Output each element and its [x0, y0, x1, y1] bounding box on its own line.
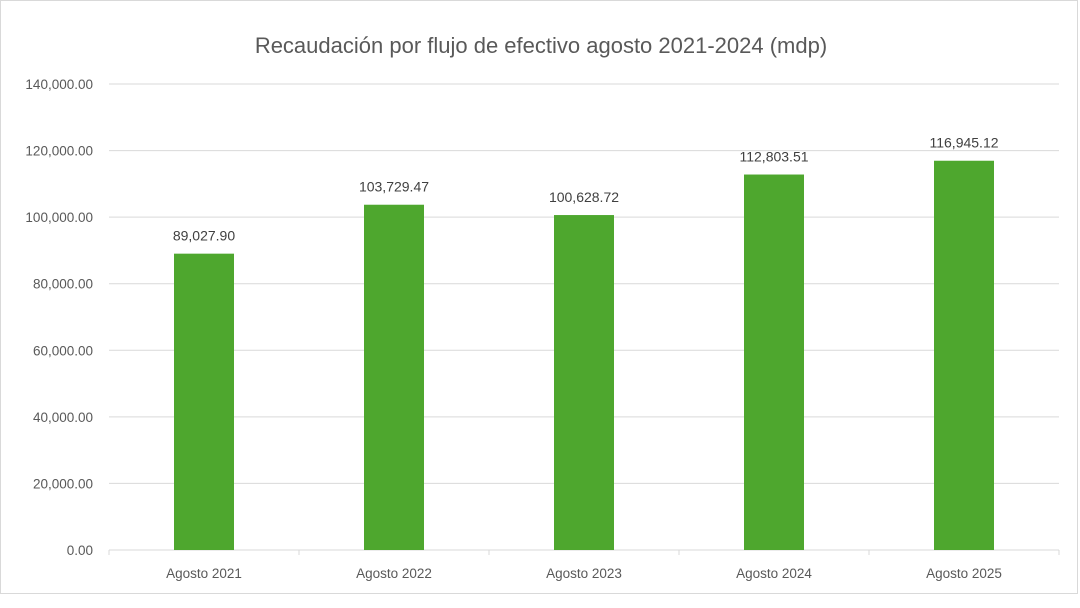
bars [174, 160, 994, 551]
data-label: 103,729.47 [359, 179, 429, 195]
y-tick-label: 40,000.00 [33, 410, 93, 425]
x-axis-ticks: Agosto 2021 Agosto 2022 Agosto 2023 Agosto … [108, 550, 1060, 581]
data-label: 112,803.51 [739, 149, 808, 165]
bar-chart: Recaudación por flujo de efectivo agosto… [25, 33, 1060, 581]
data-label: 89,027.90 [173, 228, 235, 244]
data-labels: 89,027.90 103,729.47 100,628.72 112,803.51 1… [173, 135, 999, 244]
bar-agosto-2021 [174, 253, 234, 550]
y-tick-label: 80,000.00 [33, 277, 93, 292]
bar-agosto-2023 [554, 215, 614, 551]
bar-agosto-2024 [744, 174, 804, 551]
chart-frame: Recaudación por flujo de efectivo agosto… [0, 0, 1078, 594]
bar-agosto-2025 [934, 160, 994, 551]
x-tick-label: Agosto 2023 [546, 566, 622, 581]
y-tick-label: 20,000.00 [33, 476, 93, 491]
y-tick-label: 0.00 [67, 543, 93, 558]
x-tick-label: Agosto 2022 [356, 566, 432, 581]
y-tick-label: 140,000.00 [25, 77, 93, 92]
data-label: 100,628.72 [549, 189, 619, 205]
x-tick-label: Agosto 2025 [926, 566, 1002, 581]
chart-title: Recaudación por flujo de efectivo agosto… [255, 33, 827, 58]
bar-agosto-2022 [364, 204, 424, 550]
data-label: 116,945.12 [929, 135, 998, 151]
y-axis-ticks: 0.00 20,000.00 40,000.00 60,000.00 80,000.00… [25, 77, 93, 558]
y-tick-label: 120,000.00 [25, 144, 93, 159]
x-tick-label: Agosto 2021 [166, 566, 242, 581]
y-tick-label: 100,000.00 [25, 210, 93, 225]
y-tick-label: 60,000.00 [33, 343, 93, 358]
x-tick-label: Agosto 2024 [736, 566, 812, 581]
